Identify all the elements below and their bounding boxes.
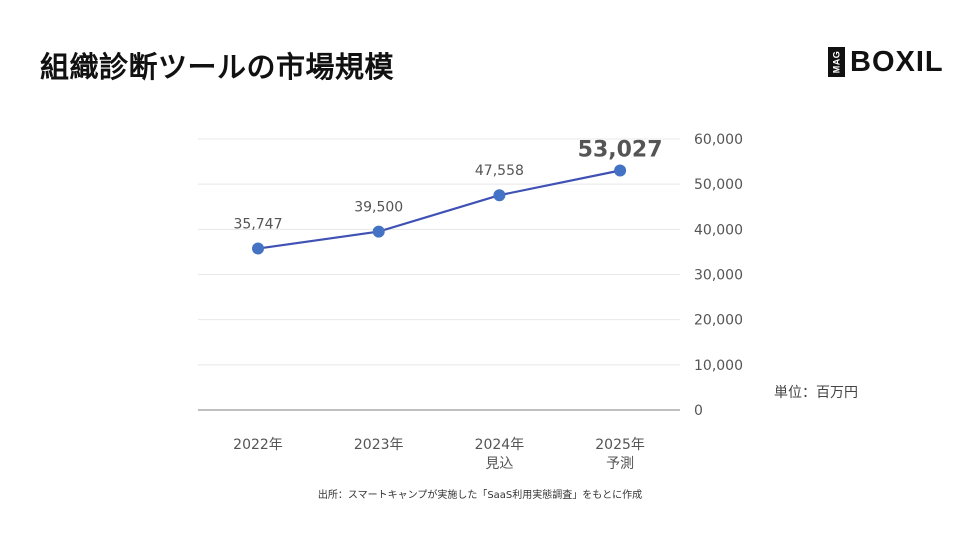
x-tick-label: 2024年 <box>475 437 525 453</box>
x-tick-sublabel: 予測 <box>606 456 634 472</box>
y-tick-label: 10,000 <box>694 358 743 374</box>
data-label: 35,747 <box>234 217 283 233</box>
data-label: 39,500 <box>354 200 403 216</box>
data-point <box>252 242 264 255</box>
logo-text: BOXIL <box>850 46 944 78</box>
source-note: 出所：スマートキャンプが実施した「SaaS利用実態調査」をもとに作成 <box>317 490 643 501</box>
y-tick-label: 40,000 <box>694 222 743 238</box>
x-tick-label: 2022年 <box>233 437 283 453</box>
y-tick-label: 0 <box>694 403 703 419</box>
y-tick-label: 50,000 <box>694 177 743 193</box>
logo-badge: MAG <box>828 47 845 77</box>
boxil-mag-logo: MAG BOXIL <box>828 47 944 77</box>
y-tick-label: 60,000 <box>694 132 743 148</box>
data-point <box>372 225 385 238</box>
series-line <box>257 169 621 250</box>
data-point <box>493 189 506 202</box>
unit-label: 単位：百万円 <box>774 385 858 401</box>
x-tick-label: 2023年 <box>354 437 404 453</box>
y-tick-label: 30,000 <box>694 268 743 284</box>
y-tick-label: 20,000 <box>694 313 743 329</box>
x-tick-sublabel: 見込 <box>485 456 513 472</box>
page-title: 組織診断ツールの市場規模 <box>40 50 395 84</box>
x-tick-label: 2025年 <box>595 437 645 453</box>
data-label: 47,558 <box>475 163 524 179</box>
data-label-highlight: 53,027 <box>578 137 663 162</box>
data-point <box>614 164 627 177</box>
